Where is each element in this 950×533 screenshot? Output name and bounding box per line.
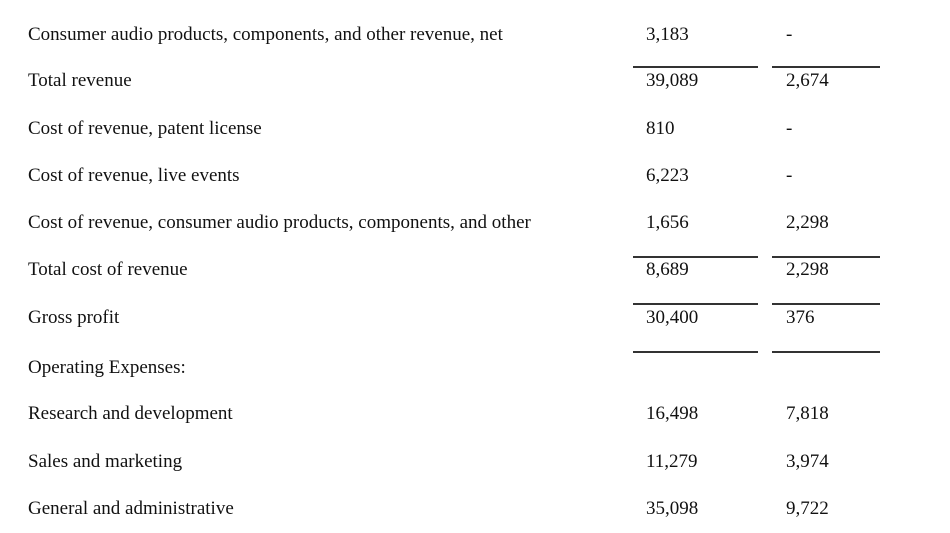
row-value-col2: - xyxy=(786,118,793,139)
row-label: Total revenue xyxy=(28,70,132,91)
row-value-col1: 16,498 xyxy=(646,403,699,424)
sum-rule-above-total-revenue-col1 xyxy=(633,66,758,68)
row-value-col1: 6,223 xyxy=(646,165,689,186)
sum-rule-below-gross-profit-col1 xyxy=(633,351,758,353)
row-value-col1: 11,279 xyxy=(646,451,698,472)
row-label: Total cost of revenue xyxy=(28,259,188,280)
row-label: Cost of revenue, live events xyxy=(28,165,240,186)
sum-rule-above-total-revenue-col2 xyxy=(772,66,880,68)
row-value-col2: 376 xyxy=(786,307,815,328)
row-value-col1: 810 xyxy=(646,118,675,139)
table-row-gross-profit: Gross profit 30,400 376 xyxy=(0,307,950,329)
table-row-cost-consumer-audio: Cost of revenue, consumer audio products… xyxy=(0,212,950,234)
row-value-col1: 1,656 xyxy=(646,212,689,233)
row-label: Research and development xyxy=(28,403,233,424)
row-value-col2: 9,722 xyxy=(786,498,829,519)
table-row-total-revenue: Total revenue 39,089 2,674 xyxy=(0,70,950,92)
row-value-col1: 35,098 xyxy=(646,498,699,519)
table-row-total-cost-of-revenue: Total cost of revenue 8,689 2,298 xyxy=(0,259,950,281)
row-label: Consumer audio products, components, and… xyxy=(28,24,503,45)
row-label: Cost of revenue, patent license xyxy=(28,118,262,139)
row-value-col2: 2,298 xyxy=(786,259,829,280)
table-row-consumer-audio-revenue: Consumer audio products, components, and… xyxy=(0,24,950,46)
row-value-col1: 30,400 xyxy=(646,307,699,328)
table-row-research-and-development: Research and development 16,498 7,818 xyxy=(0,403,950,425)
row-label: Cost of revenue, consumer audio products… xyxy=(28,212,531,233)
table-row-cost-live-events: Cost of revenue, live events 6,223 - xyxy=(0,165,950,187)
row-label: General and administrative xyxy=(28,498,234,519)
table-row-operating-expenses-header: Operating Expenses: xyxy=(0,357,950,379)
table-row-general-and-administrative: General and administrative 35,098 9,722 xyxy=(0,498,950,520)
row-label: Operating Expenses: xyxy=(28,357,186,378)
row-value-col2: - xyxy=(786,24,793,45)
row-value-col2: 7,818 xyxy=(786,403,829,424)
table-row-sales-and-marketing: Sales and marketing 11,279 3,974 xyxy=(0,451,950,473)
sum-rule-above-gross-profit-col2 xyxy=(772,303,880,305)
row-value-col1: 3,183 xyxy=(646,24,689,45)
row-label: Gross profit xyxy=(28,307,120,328)
sum-rule-above-total-cost-col2 xyxy=(772,256,880,258)
row-value-col2: 2,674 xyxy=(786,70,829,91)
row-value-col1: 8,689 xyxy=(646,259,689,280)
table-row-cost-patent-license: Cost of revenue, patent license 810 - xyxy=(0,118,950,140)
row-value-col2: 3,974 xyxy=(786,451,829,472)
row-value-col2: - xyxy=(786,165,793,186)
sum-rule-below-gross-profit-col2 xyxy=(772,351,880,353)
row-value-col1: 39,089 xyxy=(646,70,699,91)
row-label: Sales and marketing xyxy=(28,451,183,472)
sum-rule-above-total-cost-col1 xyxy=(633,256,758,258)
sum-rule-above-gross-profit-col1 xyxy=(633,303,758,305)
row-value-col2: 2,298 xyxy=(786,212,829,233)
